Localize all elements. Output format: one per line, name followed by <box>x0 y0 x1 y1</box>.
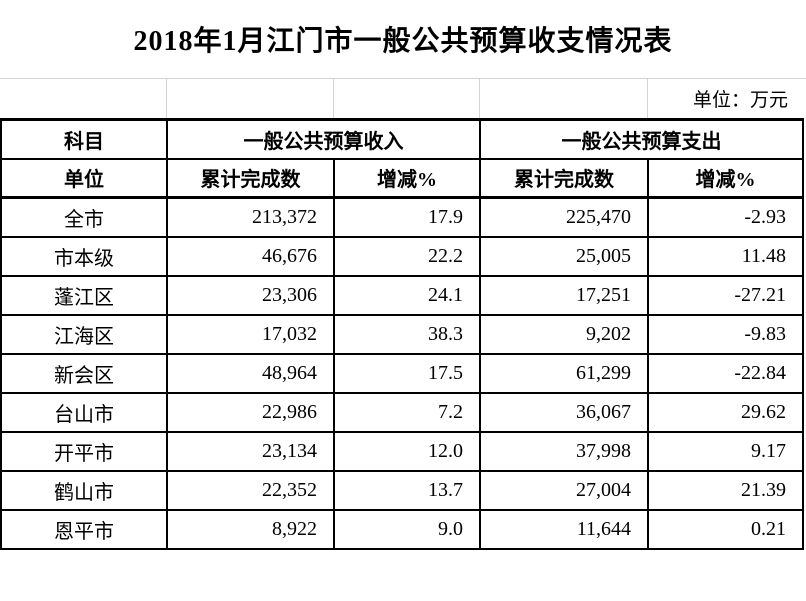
table-row: 全市 213,372 17.9 225,470 -2.93 <box>0 196 804 238</box>
table-row: 市本级 46,676 22.2 25,005 11.48 <box>0 235 804 277</box>
row-label: 全市 <box>0 196 168 238</box>
expense-change-cell: -2.93 <box>647 196 804 238</box>
expense-total-cell: 11,644 <box>479 508 649 550</box>
income-total-cell: 17,032 <box>166 313 335 355</box>
table-row: 台山市 22,986 7.2 36,067 29.62 <box>0 391 804 433</box>
income-change-cell: 24.1 <box>333 274 481 316</box>
faint-gridline <box>647 79 648 118</box>
income-change-cell: 22.2 <box>333 235 481 277</box>
row-label: 开平市 <box>0 430 168 472</box>
row-label: 恩平市 <box>0 508 168 550</box>
income-change-cell: 38.3 <box>333 313 481 355</box>
income-change-cell: 13.7 <box>333 469 481 511</box>
table-row: 恩平市 8,922 9.0 11,644 0.21 <box>0 508 804 550</box>
income-total-cell: 23,134 <box>166 430 335 472</box>
expense-total-cell: 9,202 <box>479 313 649 355</box>
expense-total-cell: 17,251 <box>479 274 649 316</box>
income-change-cell: 17.9 <box>333 196 481 238</box>
expense-change-cell: -27.21 <box>647 274 804 316</box>
page-title: 2018年1月江门市一般公共预算收支情况表 <box>133 26 673 57</box>
faint-gridline <box>166 79 167 118</box>
income-total-cell: 8,922 <box>166 508 335 550</box>
expense-change-cell: 29.62 <box>647 391 804 433</box>
row-label: 台山市 <box>0 391 168 433</box>
income-total-cell: 213,372 <box>166 196 335 238</box>
budget-table: 科目 一般公共预算收入 一般公共预算支出 单位 累计完成数 增减% 累计完成数 … <box>0 118 804 550</box>
table-row: 江海区 17,032 38.3 9,202 -9.83 <box>0 313 804 355</box>
expense-change-cell: -9.83 <box>647 313 804 355</box>
row-label: 市本级 <box>0 235 168 277</box>
table-row: 鹤山市 22,352 13.7 27,004 21.39 <box>0 469 804 511</box>
income-change-cell: 7.2 <box>333 391 481 433</box>
income-total-cell: 22,352 <box>166 469 335 511</box>
expense-change-cell: 0.21 <box>647 508 804 550</box>
income-total-cell: 23,306 <box>166 274 335 316</box>
table-row: 蓬江区 23,306 24.1 17,251 -27.21 <box>0 274 804 316</box>
group-header-revenue: 一般公共预算收入 <box>166 118 481 160</box>
income-total-cell: 46,676 <box>166 235 335 277</box>
subheader-revenue-change: 增减% <box>333 157 481 199</box>
income-change-cell: 9.0 <box>333 508 481 550</box>
expense-total-cell: 25,005 <box>479 235 649 277</box>
header-row-subcolumns: 单位 累计完成数 增减% 累计完成数 增减% <box>0 157 804 199</box>
faint-gridline <box>479 79 480 118</box>
income-total-cell: 22,986 <box>166 391 335 433</box>
row-label: 蓬江区 <box>0 274 168 316</box>
expense-total-cell: 27,004 <box>479 469 649 511</box>
row-label: 新会区 <box>0 352 168 394</box>
unit-note-row: 单位：万元 <box>0 78 806 118</box>
subheader-expenditure-cumulative: 累计完成数 <box>479 157 649 199</box>
expense-total-cell: 61,299 <box>479 352 649 394</box>
corner-header-subject: 科目 <box>0 118 168 160</box>
group-header-expenditure: 一般公共预算支出 <box>479 118 804 160</box>
table-row: 新会区 48,964 17.5 61,299 -22.84 <box>0 352 804 394</box>
expense-total-cell: 37,998 <box>479 430 649 472</box>
expense-change-cell: -22.84 <box>647 352 804 394</box>
expense-change-cell: 9.17 <box>647 430 804 472</box>
expense-total-cell: 225,470 <box>479 196 649 238</box>
unit-note: 单位：万元 <box>692 90 788 111</box>
row-label: 江海区 <box>0 313 168 355</box>
income-total-cell: 48,964 <box>166 352 335 394</box>
expense-total-cell: 36,067 <box>479 391 649 433</box>
header-row-groups: 科目 一般公共预算收入 一般公共预算支出 <box>0 118 804 160</box>
faint-gridline <box>333 79 334 118</box>
subheader-revenue-cumulative: 累计完成数 <box>166 157 335 199</box>
expense-change-cell: 21.39 <box>647 469 804 511</box>
income-change-cell: 17.5 <box>333 352 481 394</box>
expense-change-cell: 11.48 <box>647 235 804 277</box>
corner-header-unit: 单位 <box>0 157 168 199</box>
row-label: 鹤山市 <box>0 469 168 511</box>
subheader-expenditure-change: 增减% <box>647 157 804 199</box>
table-row: 开平市 23,134 12.0 37,998 9.17 <box>0 430 804 472</box>
income-change-cell: 12.0 <box>333 430 481 472</box>
